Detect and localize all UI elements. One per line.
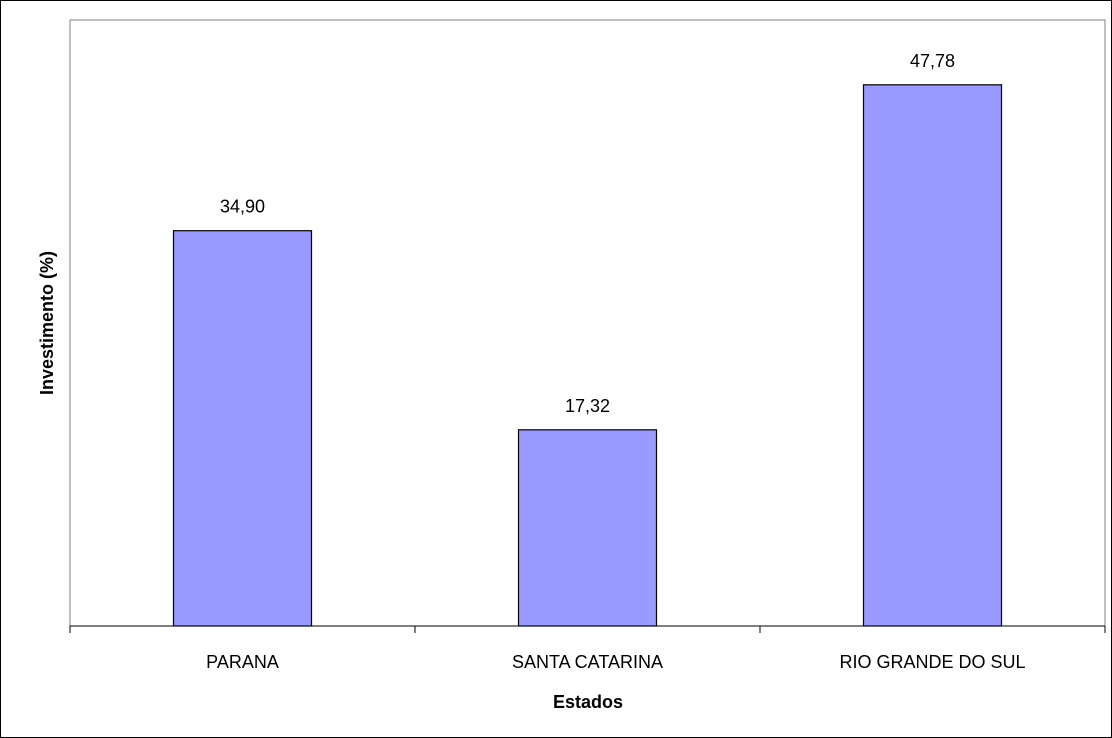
x-tick-label: PARANA	[206, 652, 279, 672]
data-label: 17,32	[565, 396, 610, 416]
data-label: 34,90	[220, 197, 265, 217]
data-labels-group: 34,90 17,32 47,78	[220, 51, 955, 416]
x-tick-label: SANTA CATARINA	[512, 652, 663, 672]
bar-rio-grande-do-sul	[862, 84, 1003, 627]
x-tick-label: RIO GRANDE DO SUL	[839, 652, 1025, 672]
bar-santa-catarina	[517, 429, 658, 627]
y-axis-title: Investimento (%)	[37, 251, 57, 395]
x-axis: PARANA SANTA CATARINA RIO GRANDE DO SUL	[69, 625, 1106, 672]
bar-parana	[172, 230, 313, 627]
data-label: 47,78	[910, 51, 955, 71]
bars-group	[172, 84, 1003, 627]
x-axis-title: Estados	[553, 692, 623, 712]
